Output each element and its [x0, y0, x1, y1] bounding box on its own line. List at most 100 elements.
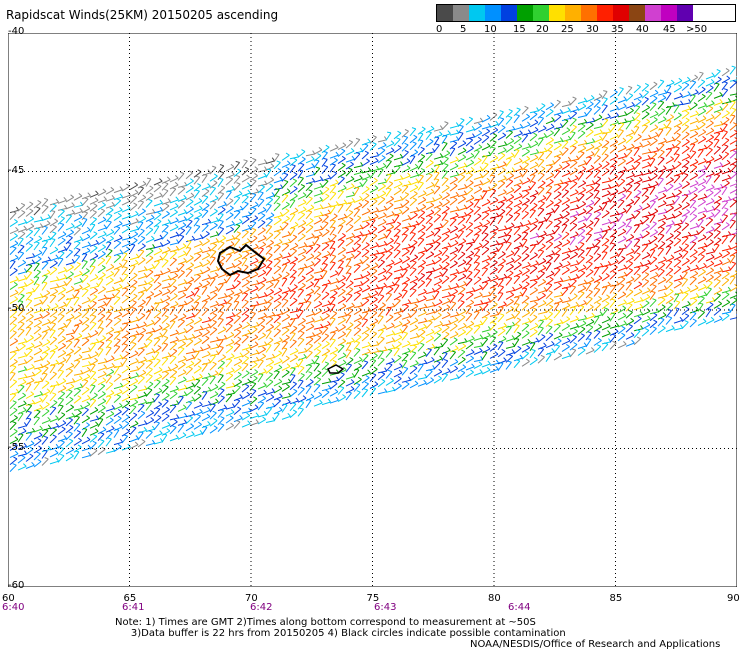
wind-barb — [423, 295, 427, 300]
wind-vector — [441, 208, 450, 215]
wind-barb — [156, 358, 161, 361]
wind-barb — [398, 257, 403, 262]
wind-vector — [409, 226, 417, 235]
wind-barb — [371, 169, 376, 172]
wind-vector — [457, 150, 467, 156]
wind-barb — [358, 314, 363, 318]
wind-vector — [273, 343, 281, 352]
wind-vector — [129, 326, 139, 331]
wind-barb — [332, 233, 337, 237]
wind-vector — [273, 196, 281, 205]
wind-barb — [334, 144, 339, 148]
wind-vector — [305, 283, 314, 290]
wind-barb — [399, 265, 404, 270]
wind-vector — [225, 315, 235, 319]
wind-barb — [143, 286, 147, 291]
wind-barb — [207, 246, 212, 251]
wind-vector — [249, 191, 259, 195]
wind-vector — [441, 314, 451, 320]
wind-vector — [345, 226, 354, 233]
wind-vector — [401, 234, 408, 243]
wind-barb — [251, 311, 256, 314]
wind-barb — [130, 243, 136, 246]
wind-vector — [129, 204, 138, 211]
wind-barb — [109, 305, 114, 309]
wind-barb — [103, 294, 107, 299]
wind-barb — [12, 246, 17, 249]
wind-vector — [441, 194, 450, 201]
wind-barb — [47, 256, 51, 261]
wind-vector — [361, 244, 370, 251]
wind-barb — [99, 326, 104, 330]
wind-barb — [230, 290, 235, 294]
wind-vector — [409, 268, 417, 277]
wind-vector — [225, 334, 235, 340]
wind-vector — [161, 201, 171, 205]
wind-barb — [159, 206, 164, 211]
wind-vector — [265, 302, 272, 311]
wind-barb — [373, 177, 378, 181]
wind-barb — [455, 282, 459, 287]
wind-vector — [353, 294, 362, 301]
wind-vector — [289, 350, 299, 356]
wind-barb — [191, 235, 195, 240]
wind-vector — [369, 210, 379, 214]
wind-barb — [454, 365, 459, 369]
wind-vector — [345, 343, 352, 352]
wind-vector — [385, 142, 395, 148]
wind-vector — [305, 244, 315, 248]
wind-vector — [361, 232, 371, 237]
wind-vector — [289, 263, 296, 272]
wind-barb — [167, 366, 172, 371]
wind-vector — [121, 222, 131, 227]
wind-vector — [257, 418, 266, 425]
wind-vector — [17, 341, 27, 345]
wind-barb — [413, 190, 418, 195]
wind-barb — [405, 248, 410, 252]
wind-vector — [377, 243, 387, 248]
wind-barb — [149, 220, 154, 224]
wind-barb — [164, 335, 169, 339]
wind-vector — [417, 140, 424, 149]
wind-vector — [345, 255, 355, 261]
wind-vector — [305, 198, 313, 206]
wind-vector — [65, 337, 75, 343]
wind-vector — [209, 175, 218, 182]
wind-barb — [144, 385, 148, 390]
wind-vector — [257, 360, 264, 369]
wind-barb — [333, 157, 338, 161]
wind-vector — [113, 269, 120, 277]
wind-vector — [137, 372, 147, 378]
wind-vector — [49, 460, 59, 465]
wind-barb — [430, 188, 435, 193]
wind-barb — [86, 205, 91, 209]
wind-barb — [214, 222, 218, 226]
wind-barb — [412, 288, 417, 291]
wind-vector — [225, 200, 234, 207]
wind-barb — [396, 298, 401, 301]
wind-barb — [431, 356, 435, 361]
wind-vector — [321, 205, 331, 210]
wind-barb — [13, 442, 18, 447]
wind-barb — [15, 226, 19, 231]
wind-barb — [283, 172, 289, 176]
wind-vector — [113, 441, 123, 446]
wind-barb — [446, 198, 450, 203]
wind-vector — [457, 165, 467, 170]
wind-vector — [425, 290, 435, 295]
wind-vector — [361, 223, 370, 230]
wind-vector — [129, 343, 137, 351]
wind-barb — [404, 142, 409, 146]
wind-vector — [97, 308, 106, 316]
wind-vector — [17, 465, 27, 471]
wind-barb — [164, 315, 169, 318]
wind-vector — [225, 254, 232, 263]
wind-vector — [209, 220, 219, 224]
wind-barb — [251, 381, 256, 385]
wind-barb — [51, 294, 57, 297]
wind-vector — [393, 294, 403, 301]
wind-barb — [357, 376, 362, 380]
wind-barb — [375, 284, 379, 289]
wind-barb — [216, 336, 220, 341]
wind-barb — [287, 231, 291, 235]
